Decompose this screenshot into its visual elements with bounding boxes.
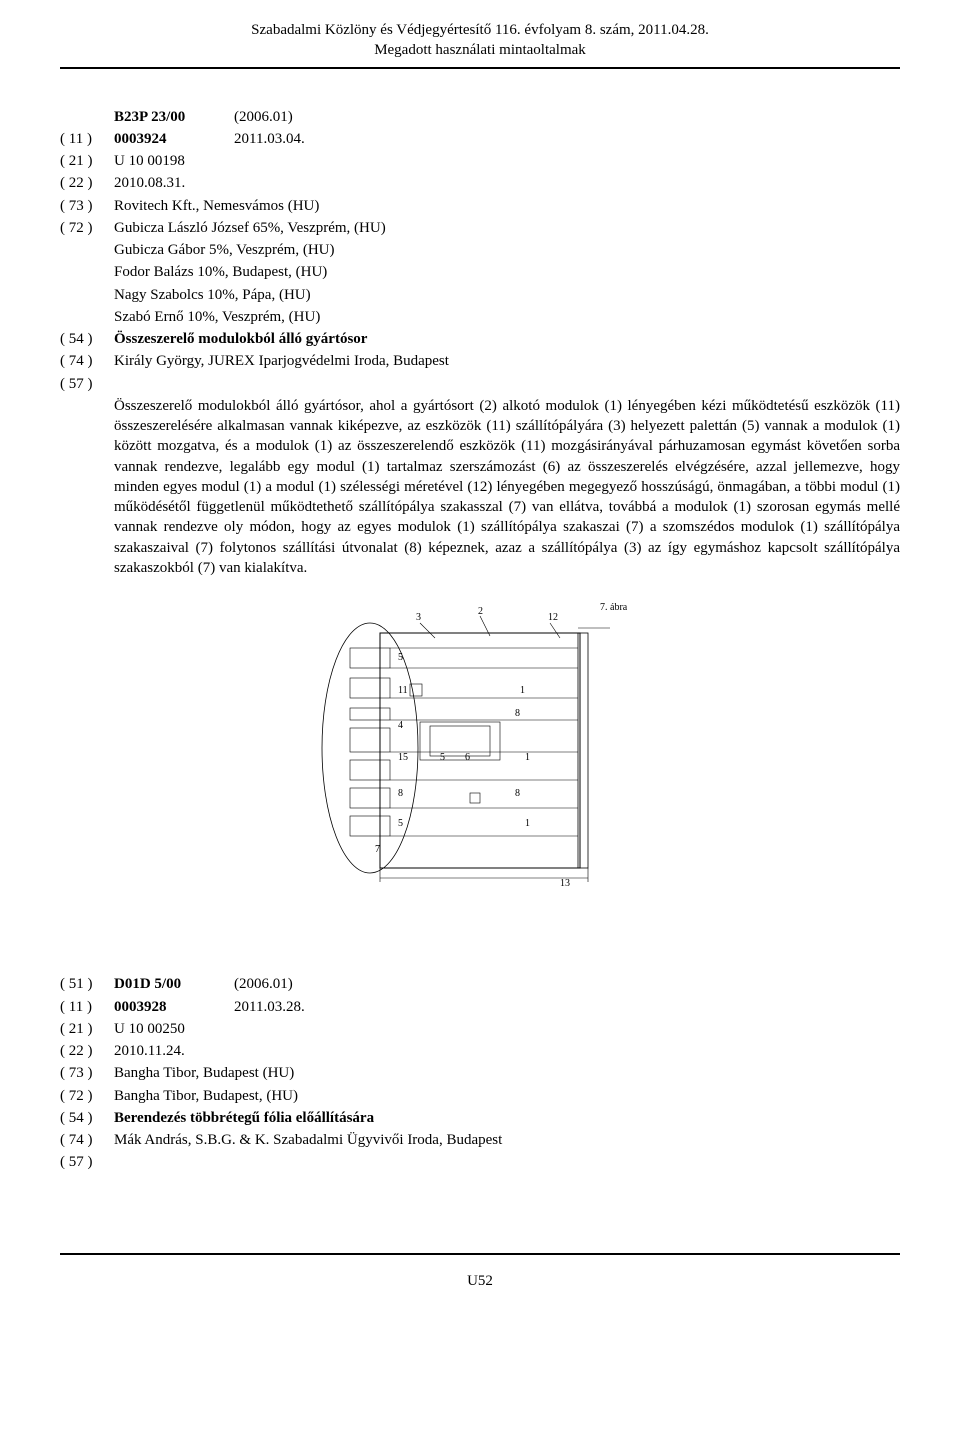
code2-54: ( 54 ) — [60, 1108, 114, 1128]
code-blank — [60, 107, 114, 127]
page-footer: U52 — [60, 1253, 900, 1291]
value-22: 2010.08.31. — [114, 173, 185, 193]
year2-51: (2006.01) — [234, 974, 293, 994]
patent-record-2: ( 51 ) D01D 5/00 (2006.01) ( 11 ) 000392… — [60, 974, 900, 1172]
code2-51: ( 51 ) — [60, 974, 114, 994]
fig-label-8a: 8 — [515, 708, 520, 719]
code-21: ( 21 ) — [60, 151, 114, 171]
fig-label-12: 12 — [548, 612, 558, 623]
date2-11: 2011.03.28. — [234, 997, 305, 1017]
value2-74: Mák András, S.B.G. & K. Szabadalmi Ügyvi… — [114, 1130, 502, 1150]
row-57: ( 57 ) — [60, 374, 900, 394]
value2-73: Bangha Tibor, Budapest (HU) — [114, 1063, 294, 1083]
classification-row: B23P 23/00 (2006.01) — [60, 107, 900, 127]
value2-54: Berendezés többrétegű fólia előállításár… — [114, 1108, 374, 1128]
fig-label-5a: 5 — [398, 652, 403, 663]
code2-57: ( 57 ) — [60, 1152, 114, 1172]
code-57: ( 57 ) — [60, 374, 114, 394]
code-74: ( 74 ) — [60, 351, 114, 371]
row2-74: ( 74 ) Mák András, S.B.G. & K. Szabadalm… — [60, 1130, 900, 1150]
row2-21: ( 21 ) U 10 00250 — [60, 1019, 900, 1039]
value2-21: U 10 00250 — [114, 1019, 185, 1039]
row2-22: ( 22 ) 2010.11.24. — [60, 1041, 900, 1061]
fig-label-15: 15 — [398, 752, 408, 763]
code-72: ( 72 ) — [60, 218, 114, 238]
row2-57: ( 57 ) — [60, 1152, 900, 1172]
code2-21: ( 21 ) — [60, 1019, 114, 1039]
row-74: ( 74 ) Király György, JUREX Iparjogvédel… — [60, 351, 900, 371]
row-11: ( 11 ) 0003924 2011.03.04. — [60, 129, 900, 149]
code2-22: ( 22 ) — [60, 1041, 114, 1061]
value-74: Király György, JUREX Iparjogvédelmi Irod… — [114, 351, 449, 371]
row2-54: ( 54 ) Berendezés többrétegű fólia előál… — [60, 1108, 900, 1128]
value-11: 0003924 — [114, 129, 234, 149]
fig-label-8b: 8 — [398, 788, 403, 799]
page-number: U52 — [467, 1273, 493, 1289]
inventor-extra-2: Fodor Balázs 10%, Budapest, (HU) — [114, 262, 900, 282]
fig-label-6: 6 — [465, 752, 470, 763]
value2-51: D01D 5/00 — [114, 974, 234, 994]
fig-label-13: 13 — [560, 878, 570, 888]
row2-11: ( 11 ) 0003928 2011.03.28. — [60, 997, 900, 1017]
value-21: U 10 00198 — [114, 151, 185, 171]
fig-label-1b: 1 — [525, 752, 530, 763]
value-73: Rovitech Kft., Nemesvámos (HU) — [114, 196, 319, 216]
header-line-2: Megadott használati mintaoltalmak — [60, 40, 900, 60]
inventor-extra-3: Nagy Szabolcs 10%, Pápa, (HU) — [114, 285, 900, 305]
value-54: Összeszerelő modulokból álló gyártósor — [114, 329, 367, 349]
inventor-extra-1: Gubicza Gábor 5%, Veszprém, (HU) — [114, 240, 900, 260]
patent-figure: 7. ábra — [60, 598, 900, 894]
fig-label-11: 11 — [398, 685, 408, 696]
fig-label-1c: 1 — [525, 818, 530, 829]
row2-73: ( 73 ) Bangha Tibor, Budapest (HU) — [60, 1063, 900, 1083]
code-54: ( 54 ) — [60, 329, 114, 349]
row2-51: ( 51 ) D01D 5/00 (2006.01) — [60, 974, 900, 994]
fig-label-4: 4 — [398, 720, 403, 731]
patent-record-1: B23P 23/00 (2006.01) ( 11 ) 0003924 2011… — [60, 107, 900, 895]
code2-72: ( 72 ) — [60, 1086, 114, 1106]
header-line-1: Szabadalmi Közlöny és Védjegyértesítő 11… — [60, 20, 900, 40]
row-22: ( 22 ) 2010.08.31. — [60, 173, 900, 193]
row-72: ( 72 ) Gubicza László József 65%, Veszpr… — [60, 218, 900, 238]
row2-72: ( 72 ) Bangha Tibor, Budapest, (HU) — [60, 1086, 900, 1106]
fig-label-8c: 8 — [515, 788, 520, 799]
value2-22: 2010.11.24. — [114, 1041, 185, 1061]
value-72: Gubicza László József 65%, Veszprém, (HU… — [114, 218, 386, 238]
date-11: 2011.03.04. — [234, 129, 305, 149]
value2-72: Bangha Tibor, Budapest, (HU) — [114, 1086, 298, 1106]
fig-label-1a: 1 — [520, 685, 525, 696]
value2-11: 0003928 — [114, 997, 234, 1017]
page-header: Szabadalmi Közlöny és Védjegyértesítő 11… — [60, 20, 900, 69]
classification-code: B23P 23/00 — [114, 107, 234, 127]
code-11: ( 11 ) — [60, 129, 114, 149]
fig-label-7: 7 — [375, 844, 380, 855]
row-73: ( 73 ) Rovitech Kft., Nemesvámos (HU) — [60, 196, 900, 216]
figure-caption: 7. ábra — [600, 602, 628, 613]
code2-73: ( 73 ) — [60, 1063, 114, 1083]
row-21: ( 21 ) U 10 00198 — [60, 151, 900, 171]
code-73: ( 73 ) — [60, 196, 114, 216]
abstract-text: Összeszerelő modulokból álló gyártósor, … — [114, 396, 900, 578]
fig-label-3: 3 — [416, 612, 421, 623]
code2-74: ( 74 ) — [60, 1130, 114, 1150]
fig-label-2: 2 — [478, 606, 483, 617]
classification-year: (2006.01) — [234, 107, 293, 127]
fig-label-5b: 5 — [440, 752, 445, 763]
code2-11: ( 11 ) — [60, 997, 114, 1017]
inventor-extra-4: Szabó Ernő 10%, Veszprém, (HU) — [114, 307, 900, 327]
code-22: ( 22 ) — [60, 173, 114, 193]
figure-svg: 7. ábra — [320, 598, 640, 888]
fig-label-5c: 5 — [398, 818, 403, 829]
row-54: ( 54 ) Összeszerelő modulokból álló gyár… — [60, 329, 900, 349]
